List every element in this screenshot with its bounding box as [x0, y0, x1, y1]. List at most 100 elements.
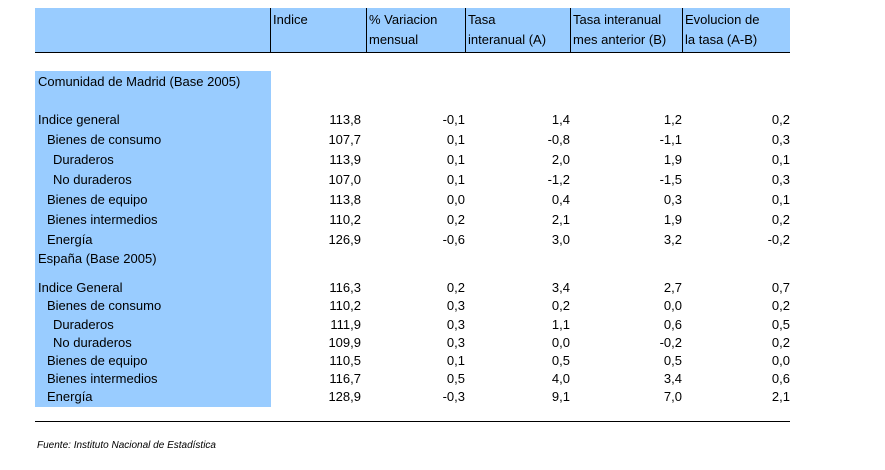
row-value: 0,2: [771, 298, 790, 313]
row-value: 0,1: [446, 353, 465, 368]
header-blank: [35, 8, 270, 53]
row-value: 1,1: [551, 317, 570, 332]
row-value: 0,0: [551, 335, 570, 350]
bottom-rule: [35, 421, 790, 422]
section-title: Comunidad de Madrid (Base 2005): [38, 74, 241, 89]
section-title: España (Base 2005): [38, 251, 157, 266]
header-divider: [465, 8, 466, 53]
header-label: mensual: [369, 32, 419, 47]
row-value: 2,1: [551, 212, 570, 227]
row-value: 116,3: [329, 280, 361, 295]
row-value: 0,1: [446, 132, 465, 147]
row-value: 0,3: [771, 132, 790, 147]
row-value: 109,9: [328, 335, 361, 350]
row-value: 0,1: [446, 172, 465, 187]
header-divider: [366, 8, 367, 53]
row-label: Duraderos: [53, 317, 114, 332]
row-value: 110,5: [329, 353, 361, 368]
row-value: 2,7: [663, 280, 682, 295]
row-value: 110,2: [329, 212, 361, 227]
header-cell: Indice: [271, 8, 366, 53]
row-value: 111,9: [330, 317, 361, 332]
source-note: Fuente: Instituto Nacional de Estadístic…: [37, 440, 216, 451]
row-label: Indice general: [38, 112, 120, 127]
row-label: Bienes de consumo: [47, 298, 162, 313]
row-value: 0,3: [771, 172, 790, 187]
row-value: 110,2: [329, 298, 361, 313]
row-value: 0,5: [446, 371, 465, 386]
row-value: 1,2: [663, 112, 682, 127]
row-value: 0,1: [771, 192, 790, 207]
header-divider: [270, 8, 271, 53]
row-value: 2,1: [771, 389, 790, 404]
row-value: 113,9: [329, 152, 361, 167]
header-underline: [35, 52, 790, 53]
row-value: 9,1: [551, 389, 570, 404]
row-value: -0,3: [442, 389, 465, 404]
row-value: 0,1: [771, 152, 790, 167]
row-value: 0,3: [446, 298, 465, 313]
row-value: 3,4: [663, 371, 682, 386]
header-label: mes anterior (B): [573, 32, 667, 47]
header-cell: % Variacion mensual: [367, 8, 465, 53]
row-value: -1,5: [659, 172, 682, 187]
row-value: 1,4: [551, 112, 570, 127]
row-value: 0,0: [771, 353, 790, 368]
row-value: 0,2: [771, 335, 790, 350]
header-cell: Evolucion de la tasa (A-B): [683, 8, 790, 53]
row-label: Indice General: [38, 280, 123, 295]
header-divider: [682, 8, 683, 53]
row-value: 3,4: [551, 280, 570, 295]
row-label: Bienes intermedios: [47, 371, 158, 386]
label-column: [35, 71, 271, 407]
row-value: -1,1: [659, 132, 682, 147]
row-label: Bienes intermedios: [47, 212, 158, 227]
header-label: Tasa interanual: [573, 12, 662, 27]
row-value: 0,0: [446, 192, 465, 207]
header-cell: Tasa interanual mes anterior (B): [571, 8, 682, 53]
row-value: 0,0: [663, 298, 682, 313]
row-value: 3,0: [551, 232, 570, 247]
row-label: No duraderos: [53, 335, 132, 350]
row-label: Energía: [47, 389, 93, 404]
row-value: 0,2: [446, 280, 465, 295]
row-value: 4,0: [551, 371, 570, 386]
row-value: -0,1: [442, 112, 465, 127]
row-label: Energía: [47, 232, 93, 247]
row-value: 0,2: [551, 298, 570, 313]
header-label: interanual (A): [468, 32, 547, 47]
row-value: -0,2: [767, 232, 790, 247]
row-value: 0,5: [663, 353, 682, 368]
row-label: Bienes de equipo: [47, 192, 148, 207]
row-value: 0,4: [551, 192, 570, 207]
row-label: No duraderos: [53, 172, 132, 187]
row-value: 0,3: [663, 192, 682, 207]
row-value: 2,0: [551, 152, 570, 167]
row-value: 3,2: [663, 232, 682, 247]
row-value: -1,2: [547, 172, 570, 187]
header-label: la tasa (A-B): [685, 32, 758, 47]
row-value: 113,8: [329, 192, 361, 207]
row-value: -0,2: [659, 335, 682, 350]
row-value: 107,7: [328, 132, 361, 147]
row-value: 1,9: [663, 152, 682, 167]
row-value: 128,9: [328, 389, 361, 404]
row-value: 113,8: [329, 112, 361, 127]
row-value: 0,1: [446, 152, 465, 167]
header-label: Tasa: [468, 12, 496, 27]
row-value: 0,2: [771, 112, 790, 127]
header-label: Indice: [273, 12, 308, 27]
row-value: 0,6: [771, 371, 790, 386]
header-divider: [570, 8, 571, 53]
row-value: 0,5: [771, 317, 790, 332]
header-label: % Variacion: [369, 12, 438, 27]
row-value: 0,5: [551, 353, 570, 368]
row-value: 1,9: [663, 212, 682, 227]
row-value: 126,9: [328, 232, 361, 247]
row-value: 0,7: [771, 280, 790, 295]
row-value: 0,6: [663, 317, 682, 332]
row-value: 0,3: [446, 317, 465, 332]
row-value: 0,2: [771, 212, 790, 227]
row-value: 116,7: [329, 371, 361, 386]
row-label: Duraderos: [53, 152, 114, 167]
